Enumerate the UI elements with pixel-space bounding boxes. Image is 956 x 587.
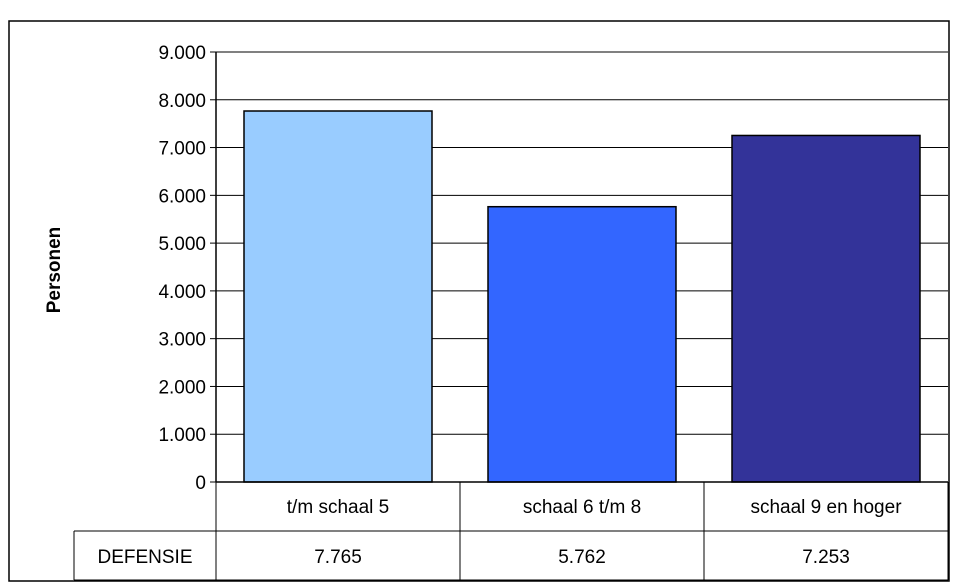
series-name-label: DEFENSIE bbox=[97, 547, 192, 568]
y-tick-label: 2.000 bbox=[158, 377, 206, 398]
bar bbox=[731, 134, 921, 483]
y-tick-label: 0 bbox=[195, 473, 206, 494]
y-tick-label: 4.000 bbox=[158, 282, 206, 303]
y-tick-label: 5.000 bbox=[158, 234, 206, 255]
chart-frame bbox=[8, 20, 950, 582]
data-table-value: 5.762 bbox=[558, 547, 606, 568]
data-table-value: 7.253 bbox=[802, 547, 850, 568]
y-tick-label: 1.000 bbox=[158, 425, 206, 446]
y-tick-label: 9.000 bbox=[158, 43, 206, 64]
bars bbox=[243, 110, 921, 483]
bar bbox=[487, 205, 677, 483]
bar bbox=[243, 110, 433, 483]
x-category-label: t/m schaal 5 bbox=[287, 497, 389, 518]
y-tick-label: 6.000 bbox=[158, 186, 206, 207]
y-tick-label: 7.000 bbox=[158, 139, 206, 160]
x-category-label: schaal 9 en hoger bbox=[750, 497, 902, 518]
data-table: t/m schaal 5 schaal 6 t/m 8 schaal 9 en ho… bbox=[73, 482, 949, 581]
data-table-value: 7.765 bbox=[314, 547, 362, 568]
x-category-label: schaal 6 t/m 8 bbox=[523, 497, 641, 518]
y-tick-label: 8.000 bbox=[158, 91, 206, 112]
y-axis-label: Personen bbox=[44, 227, 65, 314]
y-axis-ticks: 0 1.000 2.000 3.000 4.000 5.000 6.000 7.000 8.00… bbox=[158, 43, 948, 494]
y-tick-label: 3.000 bbox=[158, 330, 206, 351]
